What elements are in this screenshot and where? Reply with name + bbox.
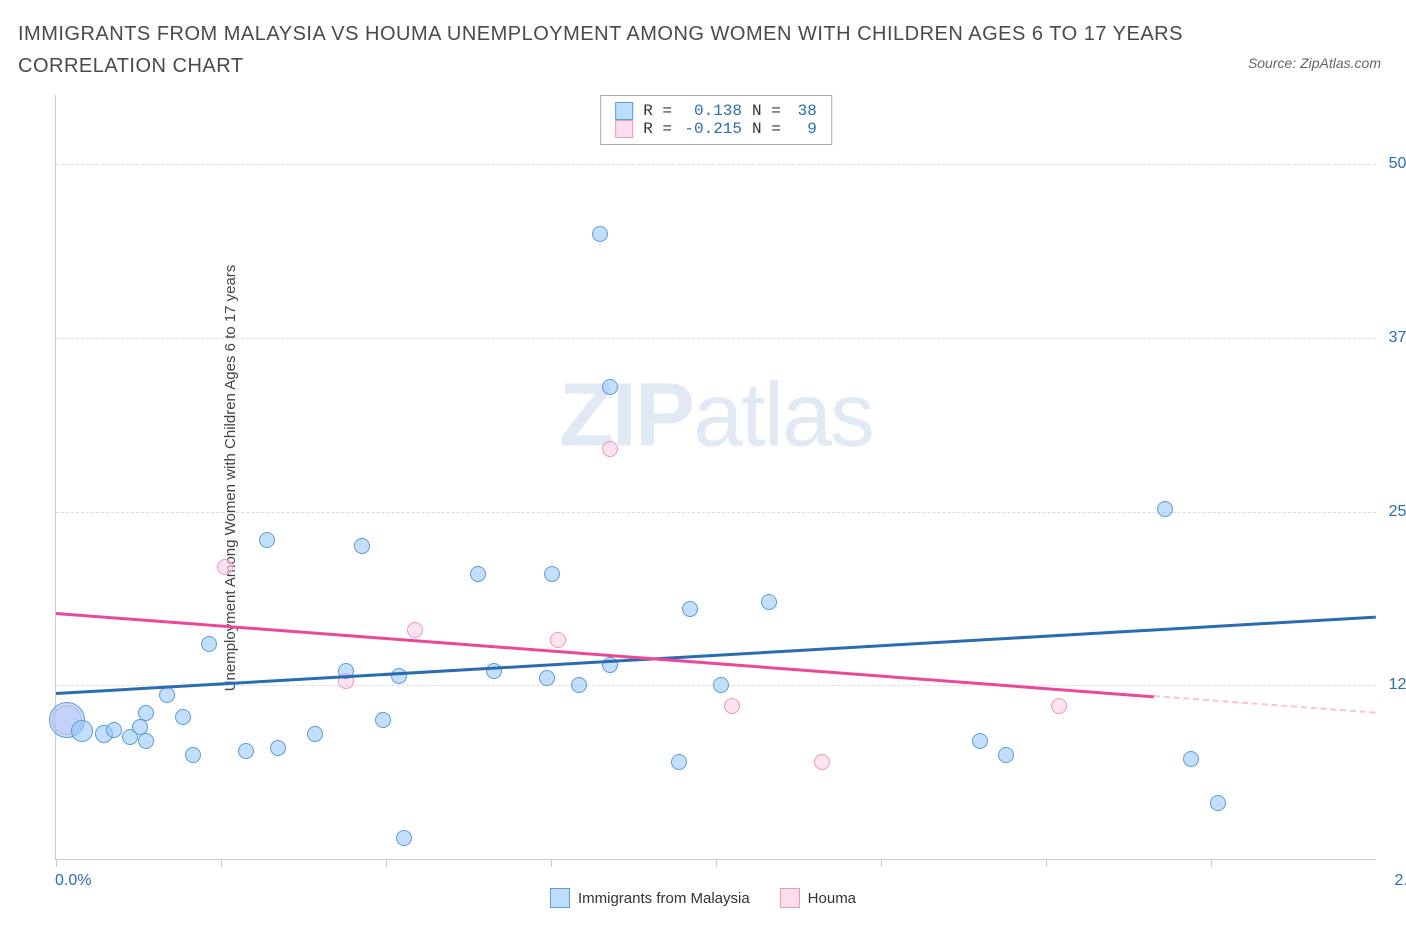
data-point-blue: [138, 733, 154, 749]
data-point-blue: [238, 743, 254, 759]
data-point-blue: [175, 709, 191, 725]
data-point-pink: [1051, 698, 1067, 714]
data-point-blue: [270, 740, 286, 756]
data-point-pink: [724, 698, 740, 714]
data-point-blue: [391, 668, 407, 684]
r-label: R =: [643, 102, 672, 120]
data-point-blue: [470, 566, 486, 582]
stats-swatch-blue: [615, 102, 633, 120]
data-point-blue: [138, 705, 154, 721]
n-label: N =: [752, 120, 781, 138]
data-point-blue: [259, 532, 275, 548]
x-tick: [1046, 859, 1047, 867]
stats-legend-box: R = 0.138 N = 38 R = -0.215 N = 9: [600, 95, 832, 145]
watermark-light: atlas: [693, 365, 873, 465]
data-point-blue: [682, 601, 698, 617]
x-tick: [221, 859, 222, 867]
x-tick: [716, 859, 717, 867]
x-tick: [56, 859, 57, 867]
data-point-blue: [71, 720, 93, 742]
data-point-blue: [972, 733, 988, 749]
data-point-blue: [571, 677, 587, 693]
data-point-blue: [1183, 751, 1199, 767]
data-point-blue: [998, 747, 1014, 763]
legend-label-blue: Immigrants from Malaysia: [578, 890, 750, 907]
y-tick-label: 25.0%: [1389, 503, 1406, 521]
data-point-pink: [407, 622, 423, 638]
legend-swatch-blue: [550, 888, 570, 908]
stats-row-pink: R = -0.215 N = 9: [615, 120, 817, 138]
data-point-blue: [592, 226, 608, 242]
legend-item-blue: Immigrants from Malaysia: [550, 888, 750, 908]
data-point-blue: [307, 726, 323, 742]
data-point-blue: [713, 677, 729, 693]
chart-title: IMMIGRANTS FROM MALAYSIA VS HOUMA UNEMPL…: [18, 18, 1286, 82]
r-value-blue: 0.138: [682, 102, 742, 120]
watermark-bold: ZIP: [559, 365, 693, 465]
x-tick-label-min: 0.0%: [55, 872, 91, 890]
data-point-blue: [1157, 501, 1173, 517]
data-point-blue: [671, 754, 687, 770]
n-value-blue: 38: [791, 102, 817, 120]
data-point-blue: [201, 636, 217, 652]
data-point-blue: [396, 830, 412, 846]
stats-swatch-pink: [615, 120, 633, 138]
n-value-pink: 9: [791, 120, 817, 138]
x-tick: [881, 859, 882, 867]
data-point-blue: [354, 538, 370, 554]
y-tick-label: 37.5%: [1389, 329, 1406, 347]
legend-label-pink: Houma: [808, 890, 856, 907]
y-tick-label: 12.5%: [1389, 676, 1406, 694]
data-point-pink: [602, 441, 618, 457]
gridline: [56, 338, 1376, 339]
stats-row-blue: R = 0.138 N = 38: [615, 102, 817, 120]
data-point-blue: [159, 687, 175, 703]
plot-region: ZIPatlas R = 0.138 N = 38 R = -0.215 N =…: [55, 95, 1376, 860]
data-point-blue: [1210, 795, 1226, 811]
data-point-pink: [217, 559, 233, 575]
data-point-blue: [761, 594, 777, 610]
chart-area: Unemployment Among Women with Children A…: [55, 95, 1376, 860]
legend-swatch-pink: [780, 888, 800, 908]
data-point-blue: [106, 722, 122, 738]
r-value-pink: -0.215: [682, 120, 742, 138]
n-label: N =: [752, 102, 781, 120]
data-point-pink: [550, 632, 566, 648]
data-point-blue: [602, 379, 618, 395]
data-point-blue: [185, 747, 201, 763]
r-label: R =: [643, 120, 672, 138]
data-point-blue: [544, 566, 560, 582]
x-tick: [386, 859, 387, 867]
y-tick-label: 50.0%: [1389, 155, 1406, 173]
x-tick-label-max: 2.5%: [1395, 872, 1406, 890]
gridline: [56, 512, 1376, 513]
gridline: [56, 164, 1376, 165]
x-tick: [551, 859, 552, 867]
data-point-blue: [539, 670, 555, 686]
series-legend: Immigrants from Malaysia Houma: [550, 888, 856, 908]
data-point-pink: [814, 754, 830, 770]
data-point-blue: [375, 712, 391, 728]
x-tick: [1211, 859, 1212, 867]
regression-line: [1154, 695, 1376, 714]
legend-item-pink: Houma: [780, 888, 856, 908]
source-attribution: Source: ZipAtlas.com: [1248, 55, 1381, 71]
